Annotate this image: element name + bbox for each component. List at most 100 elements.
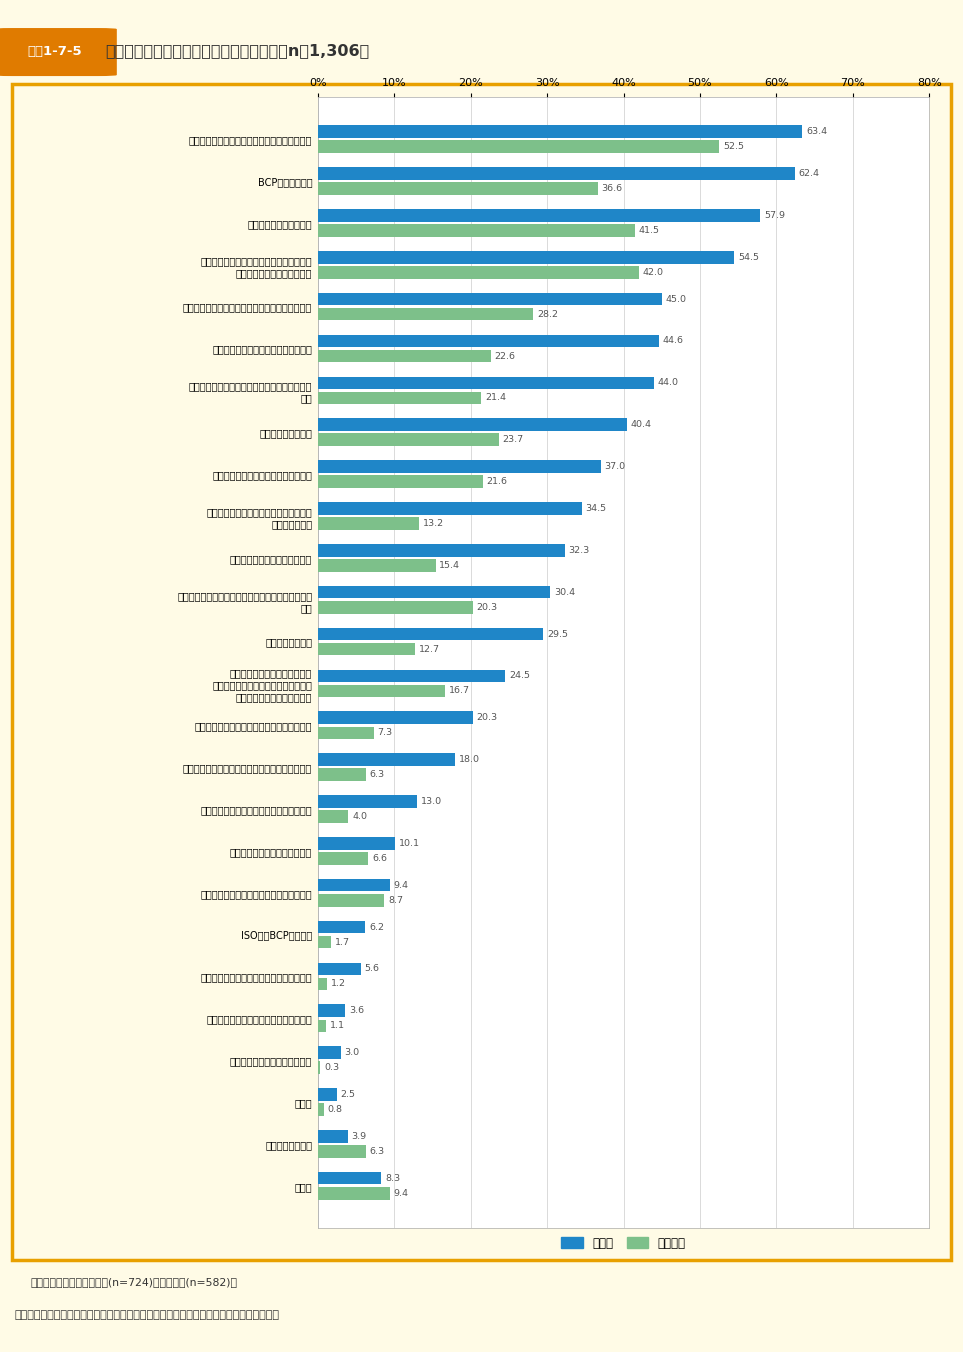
Bar xyxy=(318,585,550,599)
Bar xyxy=(318,141,719,153)
Bar xyxy=(318,711,473,725)
Bar xyxy=(318,600,473,614)
Bar xyxy=(318,879,390,891)
Bar xyxy=(318,1061,320,1073)
Text: 22.6: 22.6 xyxy=(494,352,515,361)
Bar xyxy=(318,210,761,222)
Text: 6.3: 6.3 xyxy=(370,771,385,779)
Text: 63.4: 63.4 xyxy=(806,127,827,137)
Text: 37.0: 37.0 xyxy=(605,462,626,470)
Bar xyxy=(318,434,499,446)
Bar xyxy=(318,642,415,656)
Bar xyxy=(318,852,368,865)
Bar xyxy=(318,963,360,975)
Text: 0.8: 0.8 xyxy=(327,1105,343,1114)
Text: 12.7: 12.7 xyxy=(419,645,440,653)
Text: 24.5: 24.5 xyxy=(508,672,530,680)
Text: 20.3: 20.3 xyxy=(477,714,498,722)
Text: 【複数回答、対象：大企業(n=724)、中堅企業(n=582)】: 【複数回答、対象：大企業(n=724)、中堅企業(n=582)】 xyxy=(31,1276,238,1287)
Bar xyxy=(318,753,455,765)
Bar xyxy=(318,1103,324,1115)
Text: 8.3: 8.3 xyxy=(385,1174,401,1183)
Bar xyxy=(318,1005,346,1017)
Bar xyxy=(318,936,330,948)
Text: 4.0: 4.0 xyxy=(352,813,367,821)
Bar xyxy=(318,350,490,362)
Text: 3.6: 3.6 xyxy=(350,1006,364,1015)
Text: 20.3: 20.3 xyxy=(477,603,498,611)
Text: 9.4: 9.4 xyxy=(394,1188,408,1198)
Text: 1.1: 1.1 xyxy=(330,1021,345,1030)
Text: 44.6: 44.6 xyxy=(663,337,684,346)
Bar xyxy=(318,1088,337,1101)
Text: 災害対応で今後新たに取り組みたいこと（n＝1,306）: 災害対応で今後新たに取り組みたいこと（n＝1,306） xyxy=(106,43,370,58)
Bar xyxy=(318,1019,326,1032)
Text: 6.2: 6.2 xyxy=(369,922,384,932)
Text: 30.4: 30.4 xyxy=(554,588,575,596)
Text: 52.5: 52.5 xyxy=(723,142,743,151)
Bar xyxy=(318,1172,381,1184)
Text: 6.3: 6.3 xyxy=(370,1146,385,1156)
Bar xyxy=(318,418,627,431)
Bar xyxy=(318,768,366,781)
Text: 0.3: 0.3 xyxy=(324,1063,339,1072)
Bar xyxy=(318,1130,348,1142)
Text: 21.4: 21.4 xyxy=(485,393,507,403)
Bar xyxy=(318,377,654,389)
Bar xyxy=(318,894,384,907)
Bar xyxy=(318,392,482,404)
Text: 13.0: 13.0 xyxy=(421,796,442,806)
Text: 1.7: 1.7 xyxy=(334,938,350,946)
Bar xyxy=(318,810,349,823)
Text: 23.7: 23.7 xyxy=(503,435,524,445)
Bar xyxy=(318,126,802,138)
Bar xyxy=(318,795,417,807)
Text: 7.3: 7.3 xyxy=(377,729,393,737)
Bar xyxy=(318,518,419,530)
Bar xyxy=(318,183,598,195)
Bar xyxy=(318,502,582,515)
Text: 18.0: 18.0 xyxy=(459,756,481,764)
Text: 41.5: 41.5 xyxy=(638,226,660,235)
Bar xyxy=(318,669,505,683)
Text: 57.9: 57.9 xyxy=(765,211,785,220)
Text: 34.5: 34.5 xyxy=(586,504,607,512)
Bar xyxy=(318,224,635,237)
Bar xyxy=(318,627,543,641)
Text: 29.5: 29.5 xyxy=(547,630,568,638)
Text: 42.0: 42.0 xyxy=(642,268,664,277)
Bar xyxy=(318,168,794,180)
Bar xyxy=(318,837,395,849)
Bar xyxy=(318,921,365,933)
Text: 13.2: 13.2 xyxy=(423,519,444,529)
Bar xyxy=(318,1046,341,1059)
Text: 3.9: 3.9 xyxy=(351,1132,367,1141)
Text: 28.2: 28.2 xyxy=(537,310,559,319)
Text: 44.0: 44.0 xyxy=(658,379,679,387)
Bar xyxy=(318,308,534,320)
Bar xyxy=(318,560,435,572)
Text: 出典：「平成２９年度企業の事業継続及び防災の取組に関する実態調査」より内閣府作成: 出典：「平成２９年度企業の事業継続及び防災の取組に関する実態調査」より内閣府作成 xyxy=(14,1310,279,1321)
Bar xyxy=(318,1187,390,1199)
Text: 図表1-7-5: 図表1-7-5 xyxy=(28,45,82,58)
Text: 21.6: 21.6 xyxy=(486,477,508,487)
Bar xyxy=(318,460,601,473)
Text: 45.0: 45.0 xyxy=(665,295,687,304)
Bar xyxy=(318,726,374,740)
Legend: 大企業, 中堅企業: 大企業, 中堅企業 xyxy=(557,1232,690,1255)
Text: 1.2: 1.2 xyxy=(330,979,346,988)
Bar xyxy=(318,293,662,306)
Text: 6.6: 6.6 xyxy=(372,854,387,863)
Text: 54.5: 54.5 xyxy=(739,253,759,262)
Bar xyxy=(318,476,482,488)
Bar xyxy=(318,251,735,264)
Text: 9.4: 9.4 xyxy=(394,880,408,890)
Text: 3.0: 3.0 xyxy=(345,1048,359,1057)
Text: 5.6: 5.6 xyxy=(364,964,379,973)
Bar xyxy=(318,684,446,698)
Text: 32.3: 32.3 xyxy=(568,546,589,554)
Text: 16.7: 16.7 xyxy=(450,687,470,695)
Bar xyxy=(318,1145,366,1157)
FancyBboxPatch shape xyxy=(0,28,117,76)
Bar xyxy=(318,544,564,557)
